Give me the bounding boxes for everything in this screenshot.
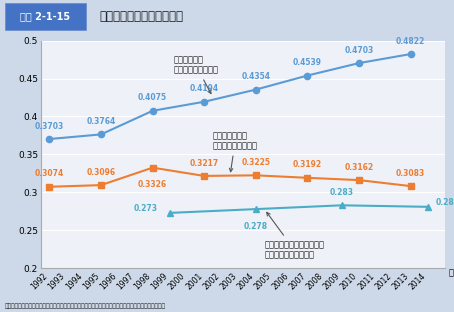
Text: 等価当初所得
（所得再分配調査）: 等価当初所得 （所得再分配調査） [173,55,218,94]
Text: 0.283: 0.283 [330,188,354,197]
Text: 資料：厚生労働省政策統括官付政策評価官室「所得再分配調査」、総務省統計局「全国消費実態調査」: 資料：厚生労働省政策統括官付政策評価官室「所得再分配調査」、総務省統計局「全国消… [5,303,166,309]
Text: 等価可処分所得（総世帯）
（全国消費実態調査）: 等価可処分所得（総世帯） （全国消費実態調査） [264,212,324,260]
Text: 0.3225: 0.3225 [241,158,270,167]
Text: 等価再分配所得
（所得再分配調査）: 等価再分配所得 （所得再分配調査） [213,131,258,172]
Text: 0.4354: 0.4354 [241,72,270,81]
Text: 0.4194: 0.4194 [190,85,219,93]
Text: 0.4075: 0.4075 [138,94,167,102]
Text: 0.281: 0.281 [436,198,454,207]
Text: 0.3192: 0.3192 [293,160,322,169]
Text: 0.3074: 0.3074 [35,169,64,178]
Text: 0.3083: 0.3083 [396,169,425,178]
Text: 0.278: 0.278 [244,222,268,231]
Text: 等価所得　ジニ係数の推移: 等価所得 ジニ係数の推移 [100,10,184,23]
Text: 0.4822: 0.4822 [396,37,425,46]
Text: 0.3217: 0.3217 [190,158,219,168]
Text: 図表 2-1-15: 図表 2-1-15 [20,11,70,22]
Text: 0.273: 0.273 [133,204,158,213]
Text: 0.4703: 0.4703 [344,46,374,55]
Text: 0.4539: 0.4539 [293,58,322,67]
Text: 0.3096: 0.3096 [86,168,116,177]
Text: 0.3326: 0.3326 [138,180,167,189]
Text: 0.3764: 0.3764 [86,117,116,126]
Text: 0.3162: 0.3162 [345,163,374,172]
FancyBboxPatch shape [5,3,86,30]
Text: （年）: （年） [449,268,454,277]
Text: 0.3703: 0.3703 [35,122,64,131]
